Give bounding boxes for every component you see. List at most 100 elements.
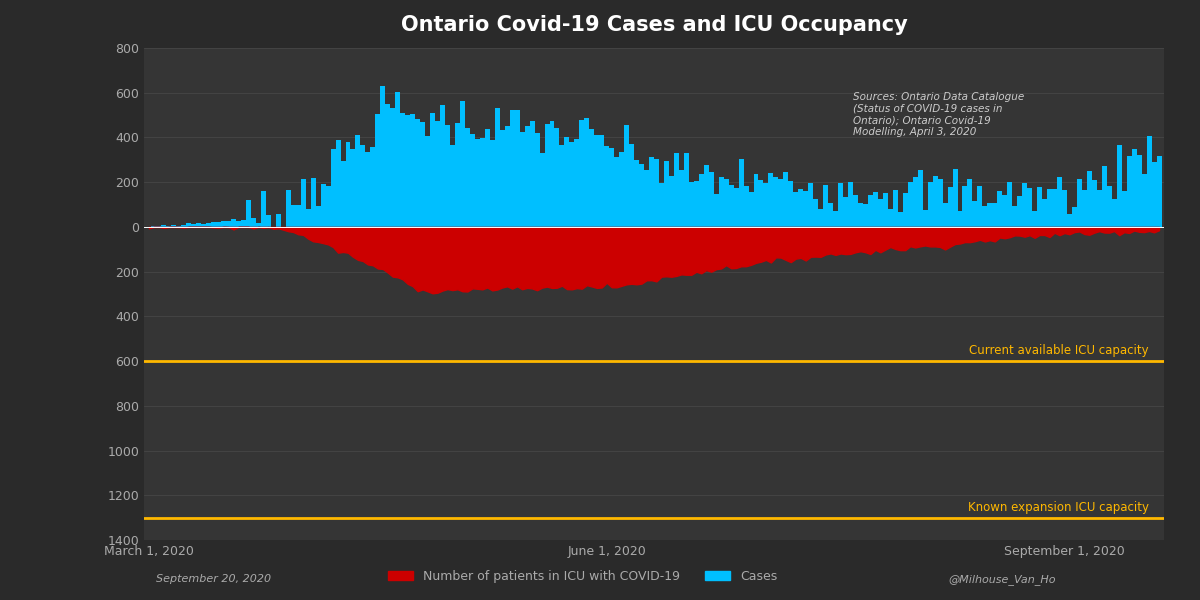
Bar: [529, 121, 534, 227]
Bar: [306, 209, 311, 227]
Bar: [803, 191, 809, 227]
Bar: [480, 137, 485, 227]
Bar: [714, 194, 719, 227]
Bar: [1111, 199, 1117, 227]
Bar: [1072, 206, 1076, 227]
Bar: [698, 175, 703, 227]
Bar: [779, 179, 784, 227]
Bar: [395, 92, 401, 227]
Bar: [295, 205, 301, 227]
Title: Ontario Covid-19 Cases and ICU Occupancy: Ontario Covid-19 Cases and ICU Occupancy: [401, 16, 907, 35]
Bar: [614, 157, 619, 227]
Bar: [619, 152, 624, 227]
Bar: [1097, 190, 1102, 227]
Bar: [848, 182, 853, 227]
Bar: [828, 203, 833, 227]
Bar: [640, 164, 644, 227]
Bar: [1106, 186, 1111, 227]
Bar: [853, 195, 858, 227]
Bar: [1132, 149, 1136, 227]
Bar: [1127, 157, 1132, 227]
Bar: [494, 108, 499, 227]
Bar: [988, 203, 992, 227]
Bar: [728, 185, 733, 227]
Bar: [316, 206, 320, 227]
Bar: [176, 226, 181, 227]
Bar: [540, 153, 545, 227]
Bar: [774, 177, 779, 227]
Bar: [221, 221, 226, 227]
Bar: [191, 224, 197, 227]
Bar: [241, 220, 246, 227]
Bar: [738, 159, 744, 227]
Bar: [754, 174, 758, 227]
Bar: [923, 210, 928, 227]
Bar: [629, 144, 634, 227]
Bar: [430, 113, 436, 227]
Bar: [907, 182, 913, 227]
Bar: [883, 193, 888, 227]
Bar: [1048, 188, 1052, 227]
Bar: [236, 221, 241, 227]
Bar: [1022, 182, 1027, 227]
Bar: [350, 149, 355, 227]
Bar: [420, 122, 425, 227]
Bar: [649, 157, 654, 227]
Bar: [719, 177, 724, 227]
Bar: [325, 186, 330, 227]
Bar: [445, 125, 450, 227]
Bar: [406, 115, 410, 227]
Bar: [763, 184, 768, 227]
Bar: [703, 166, 709, 227]
Bar: [485, 129, 490, 227]
Bar: [605, 146, 610, 227]
Bar: [575, 139, 580, 227]
Bar: [809, 183, 814, 227]
Bar: [1027, 188, 1032, 227]
Bar: [371, 147, 376, 227]
Bar: [455, 123, 460, 227]
Bar: [942, 203, 948, 227]
Bar: [1082, 190, 1087, 227]
Bar: [440, 106, 445, 227]
Bar: [624, 125, 629, 227]
Bar: [1037, 187, 1042, 227]
Bar: [226, 221, 232, 227]
Bar: [958, 211, 962, 227]
Bar: [202, 224, 206, 227]
Bar: [401, 113, 406, 227]
Bar: [838, 183, 844, 227]
Bar: [436, 121, 440, 227]
Bar: [286, 190, 290, 227]
Bar: [425, 136, 430, 227]
Bar: [167, 226, 172, 227]
Bar: [1032, 211, 1037, 227]
Bar: [360, 145, 366, 227]
Bar: [644, 170, 649, 227]
Bar: [276, 214, 281, 227]
Bar: [162, 225, 167, 227]
Bar: [599, 136, 605, 227]
Bar: [793, 192, 798, 227]
Bar: [584, 118, 589, 227]
Bar: [972, 201, 978, 227]
Bar: [833, 211, 838, 227]
Bar: [266, 215, 271, 227]
Bar: [490, 140, 494, 227]
Bar: [733, 188, 738, 227]
Bar: [1018, 196, 1022, 227]
Bar: [858, 203, 863, 227]
Bar: [798, 189, 803, 227]
Bar: [1087, 171, 1092, 227]
Bar: [232, 219, 236, 227]
Bar: [1136, 155, 1141, 227]
Bar: [320, 184, 325, 227]
Bar: [863, 205, 868, 227]
Bar: [172, 226, 176, 227]
Bar: [1117, 145, 1122, 227]
Bar: [878, 199, 883, 227]
Bar: [206, 223, 211, 227]
Bar: [589, 128, 594, 227]
Bar: [668, 176, 674, 227]
Bar: [694, 181, 698, 227]
